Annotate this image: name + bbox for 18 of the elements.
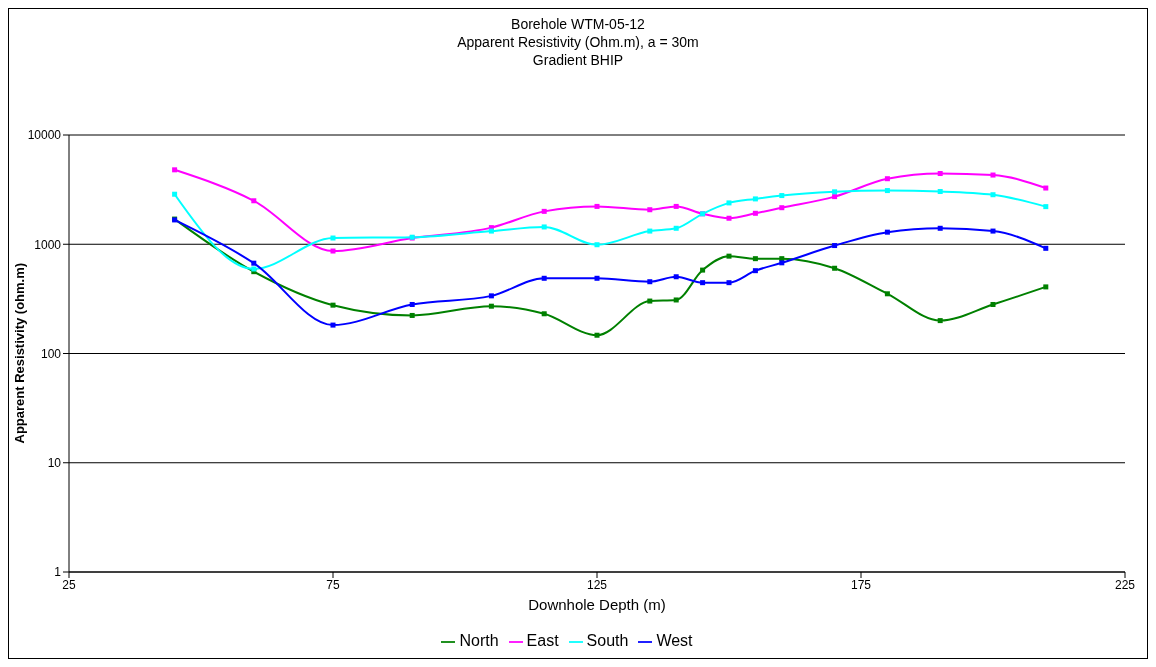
y-tick-label: 1000 (34, 237, 62, 252)
legend-label: North (459, 632, 499, 649)
legend-label: West (656, 632, 693, 649)
y-tick-label: 100 (40, 346, 62, 361)
y-axis-title: Apparent Resistivity (ohm.m) (11, 262, 27, 444)
chart-subtitle: Apparent Resistivity (Ohm.m), a = 30m Gradient BHIP (456, 33, 700, 69)
chart-title: Borehole WTM-05-12 (510, 15, 646, 33)
x-tick-label: 75 (326, 577, 340, 592)
x-tick-label: 225 (1114, 577, 1136, 592)
legend-label: South (586, 632, 629, 649)
legend-label: East (526, 632, 559, 649)
x-axis-title: Downhole Depth (m) (528, 596, 666, 613)
y-tick-label: 1 (54, 565, 62, 580)
x-tick-label: 125 (586, 577, 608, 592)
x-tick-label: 175 (850, 577, 872, 592)
x-tick-label: 25 (62, 577, 76, 592)
y-tick-label: 10 (47, 456, 62, 471)
y-tick-label: 10000 (27, 128, 62, 143)
